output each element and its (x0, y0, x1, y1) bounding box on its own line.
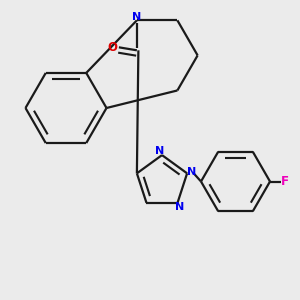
Text: N: N (187, 167, 196, 177)
Text: N: N (132, 12, 142, 22)
Text: O: O (107, 40, 117, 53)
Text: N: N (175, 202, 184, 212)
Text: N: N (155, 146, 164, 157)
Text: F: F (281, 175, 289, 188)
